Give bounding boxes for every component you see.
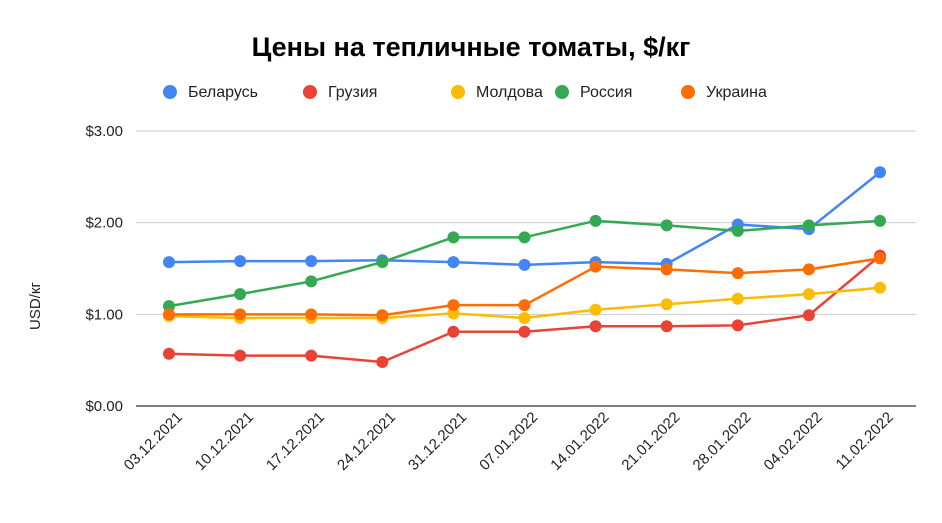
x-axis: 03.12.2021 10.12.2021 17.12.2021 24.12.2021… [121,409,897,474]
y-tick-label: $3.00 [85,123,123,140]
legend-label: Украина [706,84,767,101]
data-point [802,219,815,232]
series [163,249,886,368]
data-point [874,166,886,179]
y-axis: $0.00 $1.00 $2.00 $3.00 [85,123,123,415]
data-point [163,256,175,269]
x-tick-label: 28.01.2022 [690,409,755,474]
data-point [660,263,673,276]
y-tick-label: $2.00 [85,215,123,232]
y-tick-label: $0.00 [85,398,123,415]
legend-item: Украина [681,84,767,101]
data-point [731,292,744,305]
data-point [305,349,318,362]
legend-item: Россия [555,84,632,101]
x-tick-label: 07.01.2022 [476,409,541,474]
data-point [305,275,318,288]
data-point [660,320,673,333]
x-tick-label: 24.12.2021 [334,409,399,474]
data-point [802,288,815,301]
data-point [518,299,531,312]
chart-title: Цены на тепличные томаты, $/кг [252,32,691,62]
data-point [163,347,175,360]
x-tick-label: 21.01.2022 [618,409,683,474]
legend-label: Грузия [328,84,377,101]
data-point [731,224,744,237]
legend-marker [451,85,465,99]
data-point [234,308,247,321]
x-tick-label: 10.12.2021 [192,409,257,474]
data-point [660,219,673,232]
data-point [874,252,886,265]
data-point [518,258,531,271]
data-point [802,263,815,276]
data-point [376,309,389,322]
series [163,214,886,313]
legend-marker [555,85,569,99]
data-point [874,281,886,294]
data-point [376,356,389,368]
series [163,166,886,271]
y-axis-label: USD/кг [27,282,44,330]
data-point [234,255,247,268]
series [163,252,886,322]
y-tick-label: $1.00 [85,306,123,323]
chart-legend: Беларусь Грузия Молдова Россия Украина [163,84,767,101]
data-point [447,307,460,320]
legend-marker [303,85,317,99]
legend-marker [163,85,177,99]
data-point [589,214,602,227]
data-point [163,300,175,313]
data-point [518,231,531,244]
legend-marker [681,85,695,99]
data-point [447,256,460,269]
legend-label: Молдова [476,84,543,101]
legend-item: Грузия [303,84,377,101]
data-point [163,308,175,321]
data-point [376,256,389,269]
data-point [589,320,602,333]
data-point [874,214,886,227]
legend-label: Беларусь [188,84,258,101]
data-point [234,288,247,301]
data-point [447,325,460,338]
data-point [589,303,602,316]
data-point [305,255,318,268]
data-point [447,299,460,312]
x-tick-label: 17.12.2021 [263,409,328,474]
data-point [518,325,531,338]
data-point [802,309,815,322]
data-point [518,312,531,324]
data-point [731,267,744,280]
x-tick-label: 14.01.2022 [547,409,612,474]
data-point [660,298,673,311]
data-point [234,349,247,362]
legend-item: Молдова [451,84,543,101]
series-line [168,171,881,267]
x-tick-label: 11.02.2022 [833,409,897,473]
x-tick-label: 04.02.2022 [761,409,826,474]
data-point [447,231,460,244]
data-point [731,319,744,332]
legend-item: Беларусь [163,84,258,101]
data-point [589,260,602,273]
x-tick-label: 03.12.2021 [121,409,186,474]
series-group [163,166,886,368]
legend-label: Россия [580,84,632,101]
x-tick-label: 31.12.2021 [405,409,470,474]
data-point [305,308,318,321]
